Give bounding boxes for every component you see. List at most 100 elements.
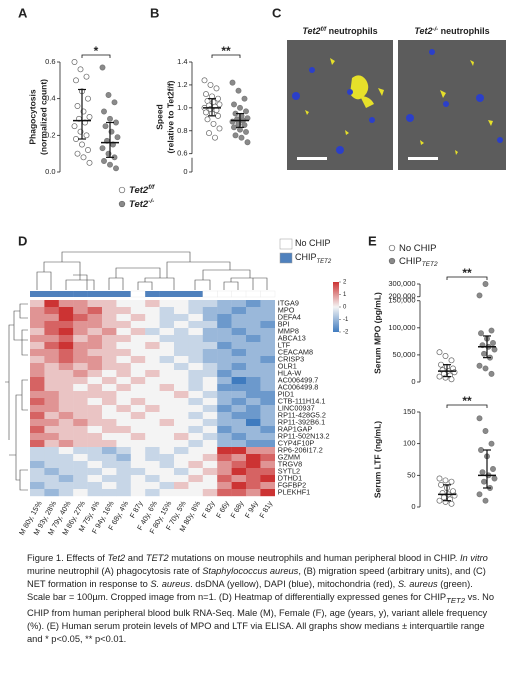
heatmap-cell bbox=[202, 440, 218, 448]
y-tick-label: 0 bbox=[411, 502, 415, 511]
group-bar bbox=[188, 291, 203, 297]
heatmap-cell bbox=[260, 398, 275, 406]
heatmap-cell bbox=[260, 300, 275, 308]
heatmap-cell bbox=[58, 300, 74, 308]
heatmap-cell bbox=[130, 307, 146, 315]
data-point bbox=[241, 95, 248, 102]
heatmap-cell bbox=[130, 447, 146, 455]
data-point bbox=[491, 346, 498, 353]
heatmap-cell bbox=[145, 482, 160, 490]
heatmap-cell bbox=[174, 398, 189, 406]
group-bar bbox=[30, 291, 45, 297]
data-point bbox=[436, 373, 443, 380]
heatmap-cell bbox=[202, 377, 218, 385]
heatmap-cell bbox=[159, 440, 175, 448]
image-title-suffix: neutrophils bbox=[326, 26, 378, 36]
heatmap-cell bbox=[246, 328, 261, 336]
heatmap-cell bbox=[260, 356, 275, 364]
data-point bbox=[476, 491, 483, 498]
group-bar bbox=[58, 291, 74, 297]
heatmap-cell bbox=[188, 454, 203, 462]
heatmap-cell bbox=[188, 489, 203, 497]
data-point bbox=[213, 85, 220, 92]
heatmap-cell bbox=[130, 419, 146, 427]
heatmap-cell bbox=[246, 482, 261, 490]
significance-bracket bbox=[446, 276, 488, 280]
heatmap-cell bbox=[102, 328, 117, 336]
group-bar bbox=[159, 291, 175, 297]
heatmap-cell bbox=[159, 321, 175, 329]
heatmap-cell bbox=[87, 440, 103, 448]
heatmap-cell bbox=[174, 426, 189, 434]
caption-text: TET2 bbox=[145, 553, 169, 563]
heatmap-cell bbox=[159, 447, 175, 455]
heatmap-cell bbox=[58, 370, 74, 378]
data-point bbox=[99, 145, 106, 152]
heatmap-cell bbox=[73, 468, 88, 476]
heatmap-cell bbox=[231, 475, 247, 483]
gene-label: DTHD1 bbox=[278, 473, 302, 482]
heatmap-cell bbox=[188, 370, 203, 378]
heatmap-cell bbox=[58, 419, 74, 427]
heatmap-cell bbox=[246, 468, 261, 476]
gene-label: MPO bbox=[278, 305, 295, 314]
data-point bbox=[478, 330, 484, 337]
heatmap-cell bbox=[174, 370, 189, 378]
heatmap-cell bbox=[202, 433, 218, 441]
heatmap-cell bbox=[87, 314, 103, 322]
image-title: Tet2-/- neutrophils bbox=[414, 26, 489, 36]
heatmap-cell bbox=[202, 447, 218, 455]
heatmap-cell bbox=[246, 475, 261, 483]
heatmap-cell bbox=[30, 384, 45, 392]
gene-label: LTF bbox=[278, 340, 291, 349]
y-tick-label: 0.0 bbox=[45, 167, 55, 176]
y-axis-label: Serum MPO (pg/mL) bbox=[372, 292, 382, 374]
heatmap-cell bbox=[202, 321, 218, 329]
heatmap-cell bbox=[87, 454, 103, 462]
heatmap-cell bbox=[159, 307, 175, 315]
data-point bbox=[438, 481, 444, 488]
heatmap-cell bbox=[58, 314, 74, 322]
heatmap-cell bbox=[116, 461, 131, 469]
heatmap-cell bbox=[217, 482, 232, 490]
heatmap-cell bbox=[260, 328, 275, 336]
heatmap-cell bbox=[116, 412, 131, 420]
data-point bbox=[482, 281, 489, 287]
heatmap-cell bbox=[159, 349, 175, 357]
data-point bbox=[231, 101, 237, 108]
group-bar bbox=[44, 291, 59, 297]
heatmap-cell bbox=[44, 426, 59, 434]
heatmap-cell bbox=[58, 363, 74, 371]
heatmap-cell bbox=[44, 349, 59, 357]
heatmap-cell bbox=[87, 335, 103, 343]
heatmap-cell bbox=[102, 468, 117, 476]
data-point bbox=[101, 108, 107, 115]
data-point bbox=[490, 466, 496, 472]
heatmap-cell bbox=[116, 384, 131, 392]
heatmap-cell bbox=[188, 475, 203, 483]
heatmap-cell bbox=[30, 433, 45, 441]
heatmap-cell bbox=[231, 377, 247, 385]
colorbar-tick-label: 1 bbox=[343, 292, 347, 298]
legend-superscript: -/- bbox=[148, 198, 154, 205]
heatmap-cell bbox=[145, 426, 160, 434]
heatmap-cell bbox=[30, 377, 45, 385]
data-point bbox=[73, 77, 79, 84]
y-tick-label: 1.0 bbox=[177, 103, 187, 112]
heatmap-cell bbox=[188, 356, 203, 364]
legend-marker bbox=[388, 257, 396, 265]
heatmap-cell bbox=[188, 335, 203, 343]
heatmap-cell bbox=[217, 440, 232, 448]
heatmap-cell bbox=[44, 391, 59, 399]
heatmap-cell bbox=[231, 426, 247, 434]
data-point bbox=[238, 134, 245, 141]
heatmap-cell bbox=[159, 461, 175, 469]
heatmap-cell bbox=[73, 349, 88, 357]
heatmap-cell bbox=[30, 454, 45, 462]
heatmap-cell bbox=[87, 307, 103, 315]
heatmap-cell bbox=[246, 489, 261, 497]
heatmap-cell bbox=[58, 482, 74, 490]
heatmap-cell bbox=[30, 342, 45, 350]
heatmap-cell bbox=[130, 356, 146, 364]
heatmap-cell bbox=[202, 398, 218, 406]
